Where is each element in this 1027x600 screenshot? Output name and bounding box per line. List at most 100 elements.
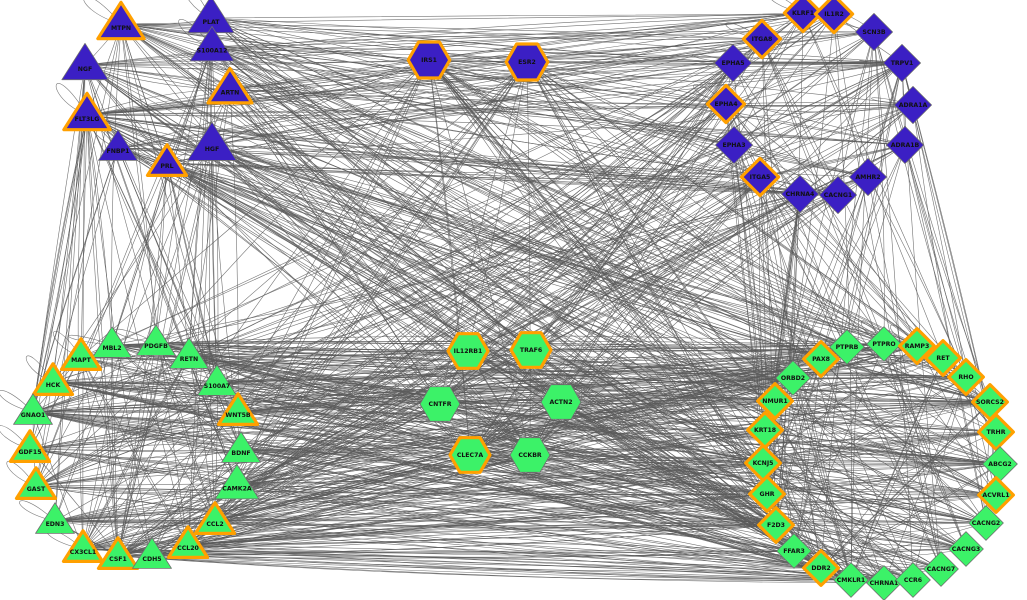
diamond-node-shape[interactable] (748, 475, 786, 513)
edge (820, 358, 987, 524)
diamond-node-shape[interactable] (829, 329, 865, 365)
edge (155, 342, 216, 522)
triangle-node-shape[interactable] (136, 324, 176, 356)
triangle-node-shape[interactable] (197, 364, 237, 396)
triangle-node-shape[interactable] (189, 26, 235, 62)
graph-node[interactable]: IL12RB1 (446, 332, 490, 370)
diamond-node-shape[interactable] (782, 0, 824, 34)
triangle-node-shape[interactable] (96, 0, 146, 41)
hexagon-node-shape[interactable] (509, 331, 553, 369)
edge (211, 46, 219, 522)
triangle-node-shape[interactable] (59, 337, 103, 371)
diamond-node-shape[interactable] (776, 533, 812, 569)
triangle-node-shape[interactable] (96, 536, 140, 570)
hexagon-node-shape[interactable] (406, 40, 452, 80)
diamond-node-shape[interactable] (886, 126, 924, 165)
diamond-node-shape[interactable] (813, 0, 855, 35)
triangle-node-shape[interactable] (216, 392, 260, 426)
graph-node[interactable]: MTPN (96, 0, 146, 41)
self-loop-edge (83, 0, 122, 25)
edge (766, 376, 967, 495)
triangle-node-shape[interactable] (169, 337, 209, 369)
triangle-node-shape[interactable] (61, 42, 109, 81)
triangle-node-shape[interactable] (98, 129, 138, 161)
triangle-node-shape[interactable] (166, 525, 210, 559)
diamond-node-shape[interactable] (802, 340, 840, 378)
diamond-node-shape[interactable] (833, 562, 869, 598)
diamond-node-shape[interactable] (947, 358, 985, 396)
graph-node[interactable]: CLEC7A (448, 436, 492, 474)
edge (117, 61, 528, 557)
edge (229, 88, 997, 496)
edge (84, 64, 906, 146)
diamond-node-shape[interactable] (866, 326, 902, 362)
triangle-node-shape[interactable] (206, 66, 254, 105)
triangle-node-shape[interactable] (145, 143, 189, 177)
graph-node[interactable]: GAST (14, 466, 58, 500)
diamond-node-shape[interactable] (895, 562, 931, 598)
triangle-node-shape[interactable] (193, 501, 237, 535)
diamond-node-shape[interactable] (739, 156, 781, 198)
diamond-node-shape[interactable] (977, 476, 1015, 514)
diamond-node-shape[interactable] (883, 44, 921, 82)
triangle-node-shape[interactable] (13, 393, 53, 425)
triangle-node-shape[interactable] (31, 362, 75, 396)
hexagon-node-shape[interactable] (448, 436, 492, 474)
edge (229, 88, 532, 351)
hexagon-node-shape[interactable] (509, 437, 551, 473)
graph-node[interactable]: ACVRL1 (977, 476, 1015, 514)
graph-node[interactable]: ESR2 (504, 42, 550, 82)
edge (775, 524, 914, 581)
diamond-node-shape[interactable] (741, 18, 783, 60)
graph-node[interactable]: CACNG3 (948, 531, 984, 567)
diamond-node-shape[interactable] (715, 126, 753, 165)
diamond-node-shape[interactable] (756, 382, 794, 420)
diamond-node-shape[interactable] (775, 360, 811, 396)
graph-node[interactable]: AMHR2 (849, 157, 887, 197)
diamond-node-shape[interactable] (819, 175, 857, 215)
edge (236, 484, 967, 550)
hexagon-node-shape[interactable] (419, 386, 461, 422)
triangle-node-shape[interactable] (132, 537, 172, 569)
diamond-node-shape[interactable] (757, 506, 795, 544)
graph-node[interactable]: TRAF6 (509, 331, 553, 369)
triangle-node-shape[interactable] (187, 121, 237, 161)
diamond-node-shape[interactable] (968, 505, 1004, 541)
diamond-node-shape[interactable] (705, 83, 747, 125)
diamond-node-shape[interactable] (866, 565, 902, 600)
triangle-node-shape[interactable] (14, 466, 58, 500)
edge (86, 114, 113, 346)
triangle-node-shape[interactable] (214, 464, 260, 500)
diamond-node-shape[interactable] (948, 531, 984, 567)
edge (229, 88, 532, 351)
diamond-node-shape[interactable] (923, 551, 959, 587)
triangle-node-shape[interactable] (221, 431, 261, 463)
graph-node[interactable]: GDF15 (8, 429, 52, 463)
edge (530, 103, 727, 351)
edge (775, 193, 801, 526)
triangle-node-shape[interactable] (61, 529, 105, 563)
graph-node[interactable]: NGF (61, 42, 109, 81)
diamond-node-shape[interactable] (714, 44, 752, 82)
edge (211, 46, 761, 178)
diamond-node-shape[interactable] (781, 174, 819, 214)
triangle-node-shape[interactable] (62, 91, 112, 132)
hexagon-node-shape[interactable] (540, 384, 582, 420)
hexagon-node-shape[interactable] (504, 42, 550, 82)
graph-node[interactable]: IRS1 (406, 40, 452, 80)
graph-node[interactable]: SCN3B (855, 12, 893, 51)
diamond-node-shape[interactable] (898, 327, 936, 365)
diamond-node-shape[interactable] (977, 413, 1015, 451)
diamond-node-shape[interactable] (894, 86, 932, 124)
diamond-node-shape[interactable] (924, 339, 962, 377)
graph-node[interactable]: FLT3LG (62, 91, 112, 132)
diamond-node-shape[interactable] (849, 157, 887, 197)
diamond-node-shape[interactable] (802, 549, 840, 587)
triangle-node-shape[interactable] (8, 429, 52, 463)
triangle-node-shape[interactable] (35, 502, 75, 534)
hexagon-node-shape[interactable] (446, 332, 490, 370)
triangle-node-shape[interactable] (92, 326, 132, 358)
edge (82, 194, 839, 550)
edge (214, 31, 875, 522)
diamond-node-shape[interactable] (855, 12, 893, 51)
